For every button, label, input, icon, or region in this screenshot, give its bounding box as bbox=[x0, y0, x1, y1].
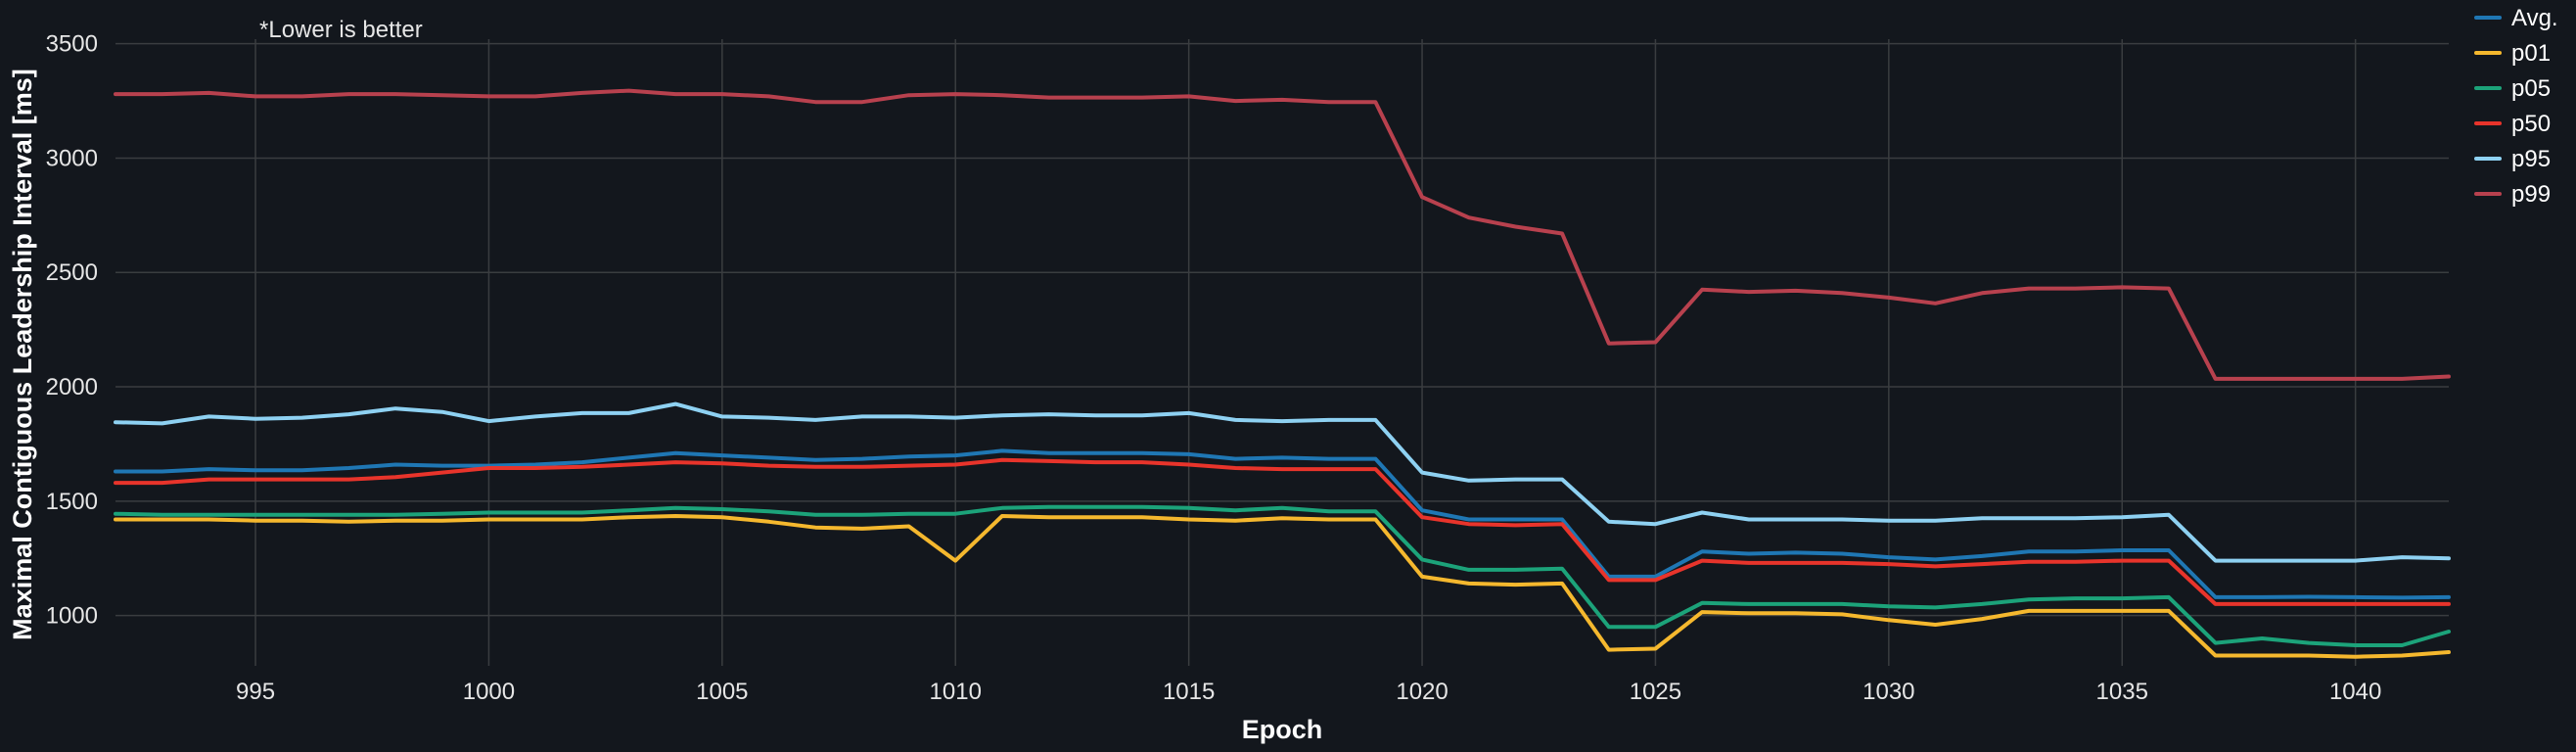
x-tick-label: 1035 bbox=[2096, 679, 2148, 705]
y-tick-label: 3000 bbox=[46, 145, 98, 171]
legend-label-avg: Avg. bbox=[2511, 5, 2558, 31]
x-tick-label: 1010 bbox=[930, 679, 982, 705]
x-tick-label: 1000 bbox=[463, 679, 515, 705]
y-tick-label: 2500 bbox=[46, 259, 98, 286]
legend-label-p01: p01 bbox=[2511, 40, 2551, 67]
legend: Avg. p01 p05 p50 p95 p99 bbox=[2474, 5, 2558, 208]
x-tick-label: 1025 bbox=[1630, 679, 1681, 705]
y-axis-title: Maximal Contiguous Leadership Interval [… bbox=[8, 69, 37, 640]
y-tick-label: 3500 bbox=[46, 31, 98, 58]
x-tick-label: 1015 bbox=[1163, 679, 1215, 705]
series-line-avg bbox=[114, 448, 2451, 600]
legend-label-p95: p95 bbox=[2511, 146, 2551, 172]
legend-label-p99: p99 bbox=[2511, 181, 2551, 208]
series-line-p01 bbox=[114, 514, 2451, 659]
axis-ticks: 995 1000 1005 1010 1015 1020 1025 1030 1035 1040 1… bbox=[46, 31, 2382, 705]
x-axis-title: Epoch bbox=[1242, 715, 1323, 744]
grid bbox=[115, 39, 2449, 666]
series-line-p05 bbox=[114, 504, 2451, 647]
x-tick-label: 1005 bbox=[696, 679, 748, 705]
x-tick-label: 1020 bbox=[1396, 679, 1448, 705]
x-tick-label: 1040 bbox=[2329, 679, 2381, 705]
series-line-p95 bbox=[114, 401, 2451, 563]
series-line-p50 bbox=[114, 457, 2451, 606]
y-tick-label: 1500 bbox=[46, 489, 98, 515]
x-tick-label: 1030 bbox=[1863, 679, 1914, 705]
plot-area bbox=[114, 88, 2451, 659]
x-tick-label: 995 bbox=[236, 679, 275, 705]
y-tick-label: 2000 bbox=[46, 374, 98, 400]
legend-label-p50: p50 bbox=[2511, 111, 2551, 137]
annotation-text: *Lower is better bbox=[259, 17, 423, 43]
y-tick-label: 1000 bbox=[46, 603, 98, 630]
series-line-p99 bbox=[114, 88, 2451, 381]
legend-label-p05: p05 bbox=[2511, 75, 2551, 102]
